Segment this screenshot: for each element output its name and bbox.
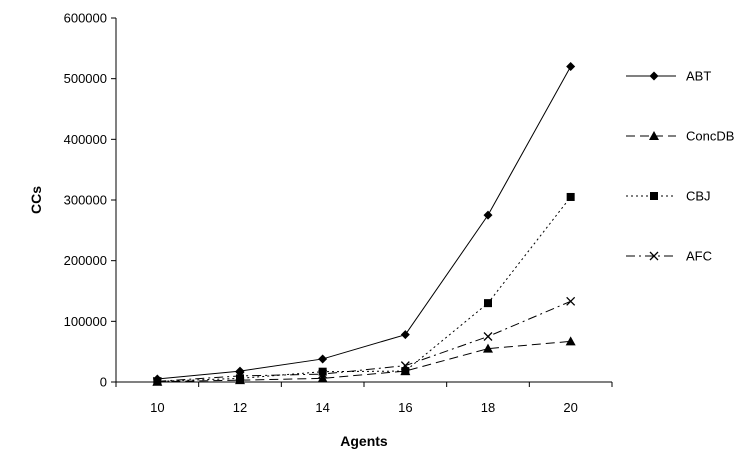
legend-label: ConcDB bbox=[686, 129, 734, 144]
data-point-cbj bbox=[484, 299, 492, 308]
y-tick-label: 400000 bbox=[64, 132, 107, 147]
legend-marker bbox=[649, 251, 659, 261]
data-point-abt bbox=[235, 366, 245, 376]
data-point-concdb bbox=[317, 373, 328, 383]
data-point-afc bbox=[400, 361, 410, 371]
y-tick-label: 100000 bbox=[64, 314, 107, 329]
data-point-afc bbox=[483, 332, 493, 341]
series-line-cbj bbox=[157, 196, 572, 382]
series-cbj bbox=[153, 192, 575, 386]
data-point-abt bbox=[483, 210, 493, 220]
data-point-afc bbox=[566, 296, 576, 306]
data-point-concdb bbox=[565, 336, 576, 346]
legend-marker bbox=[650, 192, 658, 200]
legend-marker bbox=[649, 131, 659, 140]
legend-item-abt: ABT bbox=[626, 69, 711, 84]
y-tick-label: 600000 bbox=[64, 11, 107, 26]
data-point-afc bbox=[235, 371, 245, 381]
x-tick-label: 10 bbox=[150, 400, 164, 415]
y-axis-title: CCs bbox=[28, 186, 44, 214]
x-tick-label: 14 bbox=[315, 400, 329, 415]
data-point-concdb bbox=[483, 343, 493, 353]
x-axis-title: Agents bbox=[340, 433, 388, 449]
axes bbox=[115, 18, 612, 383]
x-tick-label: 20 bbox=[563, 400, 577, 415]
x-tick-label: 16 bbox=[398, 400, 412, 415]
y-tick-label: 300000 bbox=[64, 193, 107, 208]
y-ticks: 0 100000 200000 300000 400000 500000 600000 bbox=[64, 11, 116, 390]
data-point-afc bbox=[318, 369, 328, 379]
legend: ABT ConcDB CBJ AFC bbox=[626, 69, 734, 264]
x-tick-label: 18 bbox=[481, 400, 495, 415]
series-concdb bbox=[152, 336, 576, 386]
data-point-cbj bbox=[236, 374, 244, 383]
legend-item-concdb: ConcDB bbox=[626, 129, 734, 144]
series-line-afc bbox=[157, 300, 571, 382]
series-line-abt bbox=[157, 66, 572, 380]
y-tick-label: 0 bbox=[100, 375, 107, 390]
y-tick-label: 500000 bbox=[64, 71, 107, 86]
data-point-cbj bbox=[318, 367, 327, 376]
data-point-cbj bbox=[566, 192, 575, 201]
legend-label: ABT bbox=[686, 69, 711, 84]
series-line-concdb bbox=[157, 340, 571, 383]
x-ticks: 10 12 14 16 18 20 bbox=[115, 382, 613, 415]
data-point-abt bbox=[566, 62, 576, 72]
legend-item-cbj: CBJ bbox=[626, 189, 711, 204]
legend-item-afc: AFC bbox=[626, 249, 712, 264]
series-abt bbox=[152, 62, 576, 384]
legend-label: AFC bbox=[686, 249, 712, 264]
legend-marker bbox=[649, 71, 659, 81]
data-point-cbj bbox=[401, 367, 410, 376]
legend-label: CBJ bbox=[686, 189, 711, 204]
data-point-abt bbox=[318, 354, 328, 364]
y-tick-label: 200000 bbox=[64, 253, 107, 268]
data-point-abt bbox=[400, 330, 410, 340]
x-tick-label: 12 bbox=[233, 400, 247, 415]
series-layer bbox=[152, 62, 576, 386]
series-afc bbox=[152, 296, 576, 386]
data-point-afc bbox=[152, 376, 162, 386]
